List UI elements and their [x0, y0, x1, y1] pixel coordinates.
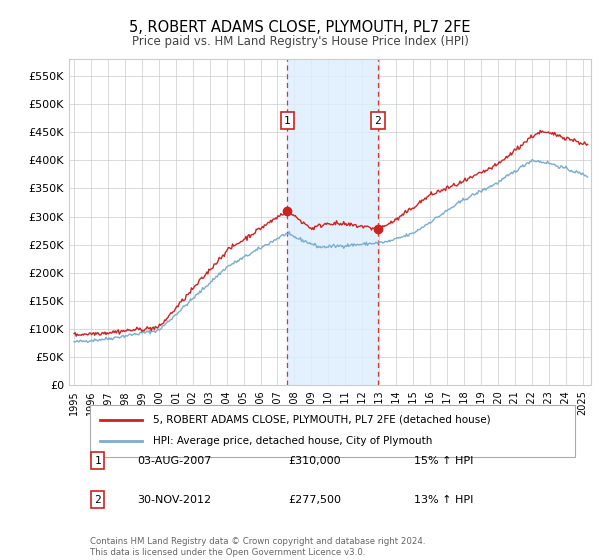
Text: 1: 1 [94, 456, 101, 465]
Text: 2: 2 [94, 495, 101, 505]
Text: HPI: Average price, detached house, City of Plymouth: HPI: Average price, detached house, City… [152, 436, 432, 446]
Text: £277,500: £277,500 [288, 495, 341, 505]
Text: 2: 2 [374, 116, 381, 126]
FancyBboxPatch shape [90, 405, 575, 458]
Text: Contains HM Land Registry data © Crown copyright and database right 2024.
This d: Contains HM Land Registry data © Crown c… [90, 538, 425, 557]
Text: £310,000: £310,000 [288, 456, 341, 465]
Text: 30-NOV-2012: 30-NOV-2012 [137, 495, 211, 505]
Text: 5, ROBERT ADAMS CLOSE, PLYMOUTH, PL7 2FE (detached house): 5, ROBERT ADAMS CLOSE, PLYMOUTH, PL7 2FE… [152, 415, 490, 425]
Text: 5, ROBERT ADAMS CLOSE, PLYMOUTH, PL7 2FE: 5, ROBERT ADAMS CLOSE, PLYMOUTH, PL7 2FE [129, 20, 471, 35]
Text: 15% ↑ HPI: 15% ↑ HPI [413, 456, 473, 465]
Text: Price paid vs. HM Land Registry's House Price Index (HPI): Price paid vs. HM Land Registry's House … [131, 35, 469, 48]
Text: 13% ↑ HPI: 13% ↑ HPI [413, 495, 473, 505]
Text: 03-AUG-2007: 03-AUG-2007 [137, 456, 211, 465]
Bar [287, 59, 378, 385]
Text: 1: 1 [284, 116, 290, 126]
